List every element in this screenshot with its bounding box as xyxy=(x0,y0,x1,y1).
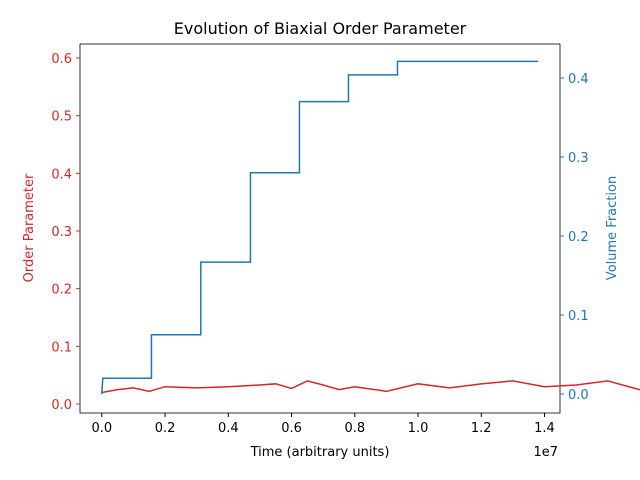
y-tick-label: 0.3 xyxy=(51,225,72,240)
y2-tick-label: 0.1 xyxy=(568,309,589,324)
y2-tick-label: 0.2 xyxy=(568,230,589,245)
y-tick-label: 0.2 xyxy=(51,283,72,298)
y-tick-label: 0.5 xyxy=(51,110,72,125)
x-tick-label: 0.0 xyxy=(91,421,112,436)
data-line xyxy=(101,60,539,395)
x-offset-label: 1e7 xyxy=(533,445,558,460)
x-axis-label: Time (arbitrary units) xyxy=(250,445,390,460)
y-tick-label: 0.0 xyxy=(51,398,72,413)
y2-axis-label: Volume Fraction xyxy=(605,176,620,280)
y2-tick-label: 0.4 xyxy=(568,72,589,87)
x-tick-label: 0.4 xyxy=(218,421,239,436)
y2-tick-label: 0.0 xyxy=(568,388,589,403)
x-tick-label: 0.2 xyxy=(155,421,176,436)
y-tick-label: 0.4 xyxy=(51,167,72,182)
y-tick-label: 0.6 xyxy=(51,52,72,67)
x-tick-label: 1.2 xyxy=(471,421,492,436)
x-tick-label: 0.6 xyxy=(281,421,302,436)
x-tick-label: 1.4 xyxy=(534,421,555,436)
y-axis-label: Order Parameter xyxy=(22,173,37,282)
y2-tick-label: 0.3 xyxy=(568,151,589,166)
data-line xyxy=(101,380,640,394)
x-tick-label: 0.8 xyxy=(344,421,365,436)
x-tick-label: 1.0 xyxy=(408,421,429,436)
chart-title: Evolution of Biaxial Order Parameter xyxy=(174,19,467,38)
plot-frame xyxy=(79,43,561,414)
y-tick-label: 0.1 xyxy=(51,340,72,355)
